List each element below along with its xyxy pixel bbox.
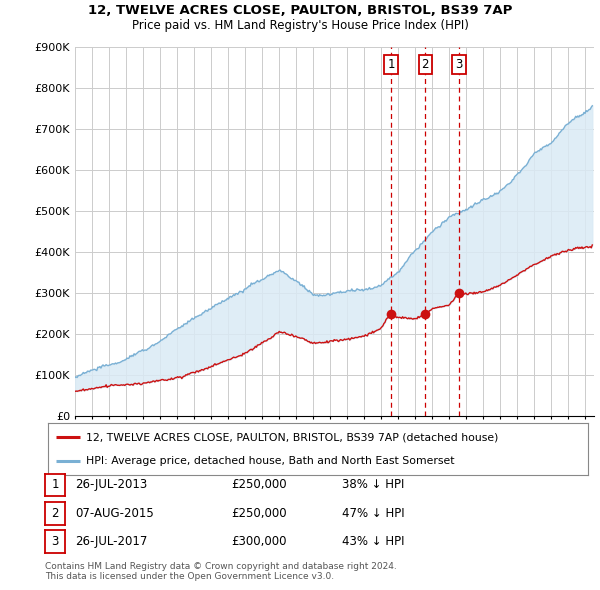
Text: 43% ↓ HPI: 43% ↓ HPI (342, 535, 404, 548)
Text: HPI: Average price, detached house, Bath and North East Somerset: HPI: Average price, detached house, Bath… (86, 456, 454, 466)
Text: 38% ↓ HPI: 38% ↓ HPI (342, 478, 404, 491)
Text: 47% ↓ HPI: 47% ↓ HPI (342, 507, 404, 520)
Text: 1: 1 (52, 478, 59, 491)
Text: £250,000: £250,000 (231, 507, 287, 520)
Text: Contains HM Land Registry data © Crown copyright and database right 2024.: Contains HM Land Registry data © Crown c… (45, 562, 397, 571)
Text: 3: 3 (455, 58, 463, 71)
Text: This data is licensed under the Open Government Licence v3.0.: This data is licensed under the Open Gov… (45, 572, 334, 581)
Text: £300,000: £300,000 (231, 535, 287, 548)
Text: 26-JUL-2017: 26-JUL-2017 (75, 535, 148, 548)
Text: 2: 2 (52, 507, 59, 520)
Text: 1: 1 (387, 58, 395, 71)
Text: 12, TWELVE ACRES CLOSE, PAULTON, BRISTOL, BS39 7AP (detached house): 12, TWELVE ACRES CLOSE, PAULTON, BRISTOL… (86, 432, 498, 442)
Text: 12, TWELVE ACRES CLOSE, PAULTON, BRISTOL, BS39 7AP: 12, TWELVE ACRES CLOSE, PAULTON, BRISTOL… (88, 4, 512, 17)
Text: Price paid vs. HM Land Registry's House Price Index (HPI): Price paid vs. HM Land Registry's House … (131, 19, 469, 32)
Text: 2: 2 (422, 58, 429, 71)
Text: 26-JUL-2013: 26-JUL-2013 (75, 478, 147, 491)
Text: 07-AUG-2015: 07-AUG-2015 (75, 507, 154, 520)
Text: 3: 3 (52, 535, 59, 548)
Text: £250,000: £250,000 (231, 478, 287, 491)
